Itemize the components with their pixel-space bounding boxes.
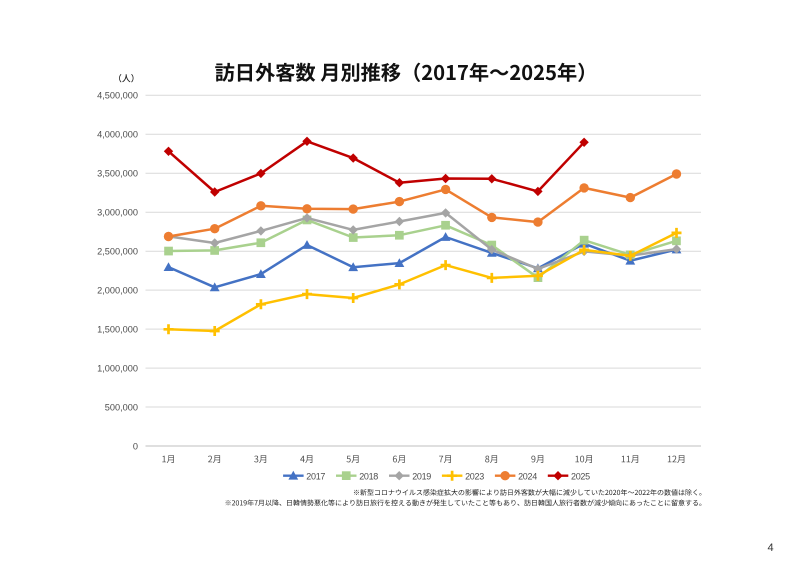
svg-text:4,500,000: 4,500,000 xyxy=(97,91,138,101)
svg-text:0: 0 xyxy=(133,441,138,451)
svg-text:2017: 2017 xyxy=(306,471,325,481)
svg-text:2024: 2024 xyxy=(518,471,537,481)
svg-text:1,500,000: 1,500,000 xyxy=(97,324,138,334)
svg-text:4: 4 xyxy=(767,542,773,554)
svg-text:2019: 2019 xyxy=(412,471,431,481)
svg-text:500,000: 500,000 xyxy=(105,402,138,412)
svg-text:2023: 2023 xyxy=(465,471,484,481)
svg-text:2,500,000: 2,500,000 xyxy=(97,247,138,257)
svg-text:2018: 2018 xyxy=(359,471,378,481)
svg-text:2025: 2025 xyxy=(571,471,590,481)
svg-text:3,000,000: 3,000,000 xyxy=(97,208,138,218)
svg-text:3,500,000: 3,500,000 xyxy=(97,169,138,179)
svg-text:1,000,000: 1,000,000 xyxy=(97,363,138,373)
svg-text:2,000,000: 2,000,000 xyxy=(97,285,138,295)
svg-text:4,000,000: 4,000,000 xyxy=(97,130,138,140)
